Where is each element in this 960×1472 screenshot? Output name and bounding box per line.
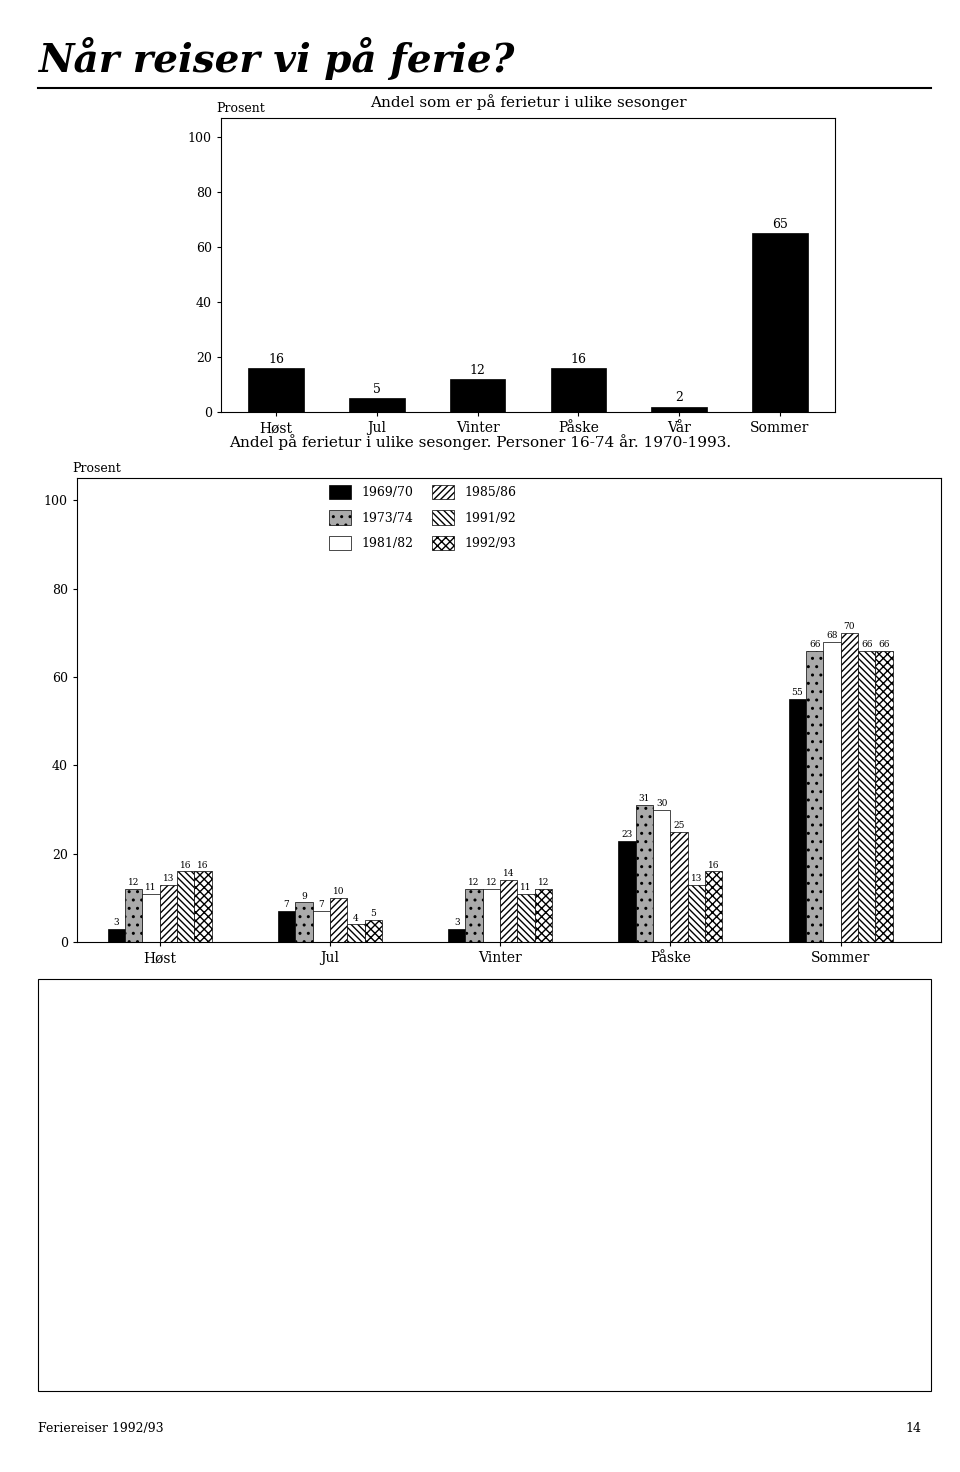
Bar: [194, 871, 211, 942]
Text: 66: 66: [809, 640, 821, 649]
Bar: [517, 894, 535, 942]
Bar: [636, 805, 653, 942]
Bar: [330, 898, 348, 942]
Text: 68: 68: [827, 631, 838, 640]
Text: 16: 16: [268, 353, 284, 367]
Text: 11: 11: [520, 883, 532, 892]
Legend: 1969/70, 1973/74, 1981/82, 1985/86, 1991/92, 1992/93: 1969/70, 1973/74, 1981/82, 1985/86, 1991…: [328, 484, 516, 551]
Text: 13: 13: [162, 874, 174, 883]
Bar: [177, 871, 194, 942]
Text: 11: 11: [145, 883, 156, 892]
Bar: [483, 889, 500, 942]
Text: 5: 5: [371, 910, 376, 919]
Text: Prosent: Prosent: [216, 102, 265, 115]
Text: 16: 16: [708, 861, 719, 870]
Text: 55: 55: [791, 689, 804, 698]
Bar: [551, 368, 606, 412]
Bar: [349, 399, 404, 412]
Text: 14: 14: [503, 870, 515, 879]
Bar: [653, 810, 670, 942]
Bar: [348, 924, 365, 942]
Text: 16: 16: [197, 861, 208, 870]
Bar: [789, 699, 806, 942]
Bar: [806, 651, 824, 942]
Text: Andel som er på ferietur i ulike sesonger: Andel som er på ferietur i ulike sesonge…: [370, 94, 686, 110]
Text: 3: 3: [454, 919, 460, 927]
Text: I nesten alle sesonger er det høyere funksjonærer og skoleelever/studenter, pers: I nesten alle sesonger er det høyere fun…: [56, 1216, 698, 1292]
Text: 12: 12: [128, 879, 139, 888]
Text: 70: 70: [844, 623, 855, 631]
Text: De som har hytte i husholdningen drar i større grad på ferie enn andre uansett s: De som har hytte i husholdningen drar i …: [56, 1314, 678, 1353]
Bar: [125, 889, 142, 942]
Text: 3: 3: [113, 919, 119, 927]
Bar: [450, 380, 505, 412]
Text: 31: 31: [638, 795, 650, 804]
Bar: [159, 885, 177, 942]
Text: 13: 13: [691, 874, 702, 883]
Bar: [652, 406, 707, 412]
Text: 66: 66: [878, 640, 890, 649]
Bar: [618, 841, 636, 942]
Bar: [142, 894, 159, 942]
Bar: [670, 832, 687, 942]
Text: 12: 12: [468, 879, 480, 888]
Text: Prosent: Prosent: [72, 462, 121, 475]
Text: 9: 9: [301, 892, 306, 901]
Text: 30: 30: [656, 799, 667, 808]
Text: Andel på ferietur i ulike sesonger. Personer 16-74 år. 1970-1993.: Andel på ferietur i ulike sesonger. Pers…: [228, 434, 732, 450]
Text: 25: 25: [673, 821, 684, 830]
Text: 12: 12: [469, 364, 486, 377]
Bar: [841, 633, 858, 942]
Text: Når reiser vi på ferie?: Når reiser vi på ferie?: [38, 37, 515, 79]
Text: 16: 16: [570, 353, 587, 367]
Text: 66: 66: [861, 640, 873, 649]
Text: 16: 16: [180, 861, 191, 870]
Text: Andelen av befolkningen som har vært på høstferie har økt noe de seinere åra, me: Andelen av befolkningen som har vært på …: [56, 1095, 702, 1192]
Bar: [858, 651, 876, 942]
Bar: [108, 929, 125, 942]
Bar: [876, 651, 893, 942]
Text: 5: 5: [373, 383, 381, 396]
Bar: [448, 929, 466, 942]
Text: 7: 7: [319, 901, 324, 910]
Text: 23: 23: [621, 830, 633, 839]
Bar: [500, 880, 517, 942]
Bar: [249, 368, 304, 412]
Text: 65: 65: [772, 218, 788, 231]
Bar: [535, 889, 552, 942]
Text: 12: 12: [538, 879, 549, 888]
Bar: [295, 902, 313, 942]
Text: Feriereiser 1992/93: Feriereiser 1992/93: [38, 1422, 164, 1435]
Bar: [705, 871, 723, 942]
Bar: [824, 642, 841, 942]
Bar: [466, 889, 483, 942]
Bar: [752, 234, 807, 412]
Text: 14: 14: [905, 1422, 922, 1435]
Text: 12: 12: [486, 879, 497, 888]
Text: 2: 2: [675, 392, 683, 405]
Bar: [313, 911, 330, 942]
Bar: [365, 920, 382, 942]
Text: 7: 7: [283, 901, 289, 910]
Bar: [687, 885, 705, 942]
Text: 4: 4: [353, 914, 359, 923]
Text: 10: 10: [333, 888, 345, 896]
Text: I 1993 var nærmere 2/3 av befolkningen i alderen 16-79 år på sommerferie. Litt m: I 1993 var nærmere 2/3 av befolkningen i…: [56, 997, 693, 1078]
Bar: [277, 911, 295, 942]
